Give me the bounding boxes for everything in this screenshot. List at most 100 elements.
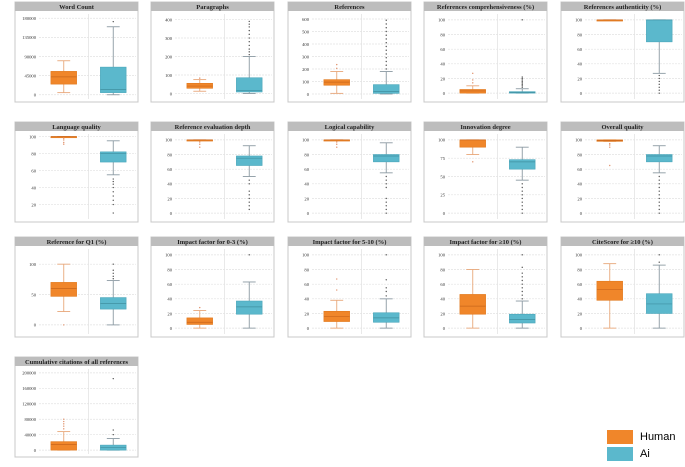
tick-label: 20 bbox=[31, 202, 36, 207]
tick-label: 60 bbox=[304, 282, 309, 287]
tick-label: 0 bbox=[580, 91, 583, 96]
outlier-ai bbox=[385, 208, 387, 211]
panel-title-bar bbox=[288, 2, 411, 11]
outlier-human bbox=[199, 146, 201, 148]
outlier-ai bbox=[385, 290, 387, 293]
box-ai bbox=[509, 159, 536, 170]
outlier-ai bbox=[521, 77, 523, 80]
outlier-ai bbox=[521, 266, 523, 269]
tick-label: 60 bbox=[577, 167, 582, 172]
panel-frame bbox=[423, 1, 548, 103]
tick-label: 40 bbox=[577, 297, 582, 302]
outlier-ai bbox=[521, 183, 523, 185]
outlier-ai bbox=[112, 186, 114, 189]
tick-label: 80 bbox=[304, 267, 309, 272]
tick-label: 200000 bbox=[22, 371, 36, 376]
legend-swatch-human bbox=[607, 429, 633, 444]
outlier-ai bbox=[248, 48, 250, 50]
tick-label: 0 bbox=[580, 211, 583, 216]
outlier-human bbox=[63, 418, 65, 420]
panel-title: Paragraphs bbox=[196, 4, 229, 11]
legend: Human Ai bbox=[607, 428, 675, 462]
tick-label: 100 bbox=[575, 18, 583, 23]
tick-label: 100 bbox=[575, 138, 583, 143]
tick-label: 100 bbox=[165, 73, 173, 78]
outlier-ai bbox=[521, 86, 523, 88]
box-human bbox=[50, 282, 77, 297]
outlier-ai bbox=[112, 199, 114, 201]
panel-5: Language quality 20 40 60 80 100 bbox=[14, 121, 139, 223]
outlier-ai bbox=[521, 190, 523, 192]
outlier-human bbox=[336, 146, 338, 148]
tick-label: 100 bbox=[438, 253, 446, 258]
panel-4: References authenticity (%) 0 20 40 60 80 100 bbox=[560, 1, 685, 103]
outlier-human bbox=[336, 289, 338, 291]
outlier-ai bbox=[112, 278, 114, 280]
outlier-ai bbox=[385, 279, 387, 281]
outlier-ai bbox=[385, 205, 387, 207]
outlier-ai bbox=[521, 79, 523, 81]
tick-label: 135000 bbox=[22, 35, 36, 40]
outlier-ai bbox=[385, 197, 387, 200]
outlier-ai bbox=[248, 53, 250, 56]
tick-label: 50 bbox=[440, 174, 445, 179]
tick-label: 200 bbox=[165, 54, 173, 59]
tick-label: 40 bbox=[304, 182, 309, 187]
legend-label-human: Human bbox=[640, 430, 676, 443]
tick-label: 100 bbox=[165, 253, 173, 258]
box-human bbox=[459, 294, 486, 315]
outlier-human bbox=[336, 143, 338, 145]
outlier-ai bbox=[521, 294, 523, 296]
outlier-ai bbox=[385, 201, 387, 203]
outlier-human bbox=[63, 137, 65, 139]
box-human bbox=[186, 317, 213, 325]
outlier-ai bbox=[248, 179, 250, 181]
outlier-ai bbox=[385, 175, 387, 178]
outlier-ai bbox=[112, 195, 114, 197]
tick-label: 0 bbox=[580, 326, 583, 331]
outlier-ai bbox=[521, 208, 523, 211]
tick-label: 100 bbox=[29, 262, 37, 267]
outlier-ai bbox=[658, 261, 660, 263]
outlier-ai bbox=[521, 83, 523, 86]
panel-title: Reference evaluation depth bbox=[175, 124, 251, 131]
outlier-ai bbox=[521, 279, 523, 282]
tick-label: 100 bbox=[165, 138, 173, 143]
outlier-ai bbox=[248, 201, 250, 203]
panel-title-bar bbox=[561, 2, 684, 11]
panel-title-bar bbox=[424, 2, 547, 11]
tick-label: 40 bbox=[577, 62, 582, 67]
tick-label: 0 bbox=[34, 93, 37, 98]
outlier-ai bbox=[248, 26, 250, 28]
outlier-human bbox=[199, 306, 201, 309]
tick-label: 25 bbox=[440, 193, 445, 198]
legend-item-ai: Ai bbox=[607, 445, 675, 462]
tick-label: 80 bbox=[440, 267, 445, 272]
panel-title-bar bbox=[15, 122, 138, 131]
tick-label: 40 bbox=[440, 297, 445, 302]
panel-11: Impact factor for 0-3 (%) 0 20 40 60 80 100 bbox=[150, 236, 275, 338]
outlier-ai bbox=[658, 83, 660, 86]
tick-label: 80 bbox=[577, 152, 582, 157]
outlier-ai bbox=[521, 197, 523, 200]
panel-frame bbox=[14, 356, 139, 458]
tick-label: 100 bbox=[438, 18, 446, 23]
tick-label: 80 bbox=[440, 32, 445, 37]
panel-title: Impact factor for 0-3 (%) bbox=[177, 239, 248, 246]
panel-frame bbox=[423, 121, 548, 223]
outlier-ai bbox=[658, 208, 660, 211]
box-ai bbox=[236, 300, 263, 315]
outlier-ai bbox=[248, 254, 250, 256]
outlier-ai bbox=[112, 269, 114, 271]
tick-label: 40000 bbox=[25, 432, 37, 437]
outlier-ai bbox=[658, 86, 660, 88]
tick-label: 180000 bbox=[22, 16, 36, 21]
outlier-human bbox=[63, 425, 65, 427]
box-human bbox=[50, 71, 77, 85]
tick-label: 20 bbox=[167, 311, 172, 316]
outlier-ai bbox=[658, 194, 660, 196]
outlier-ai bbox=[385, 295, 387, 297]
outlier-human bbox=[609, 142, 611, 145]
tick-label: 400 bbox=[302, 42, 310, 47]
panel-0: Word Count 0 45000 90000 135000 180000 bbox=[14, 1, 139, 103]
